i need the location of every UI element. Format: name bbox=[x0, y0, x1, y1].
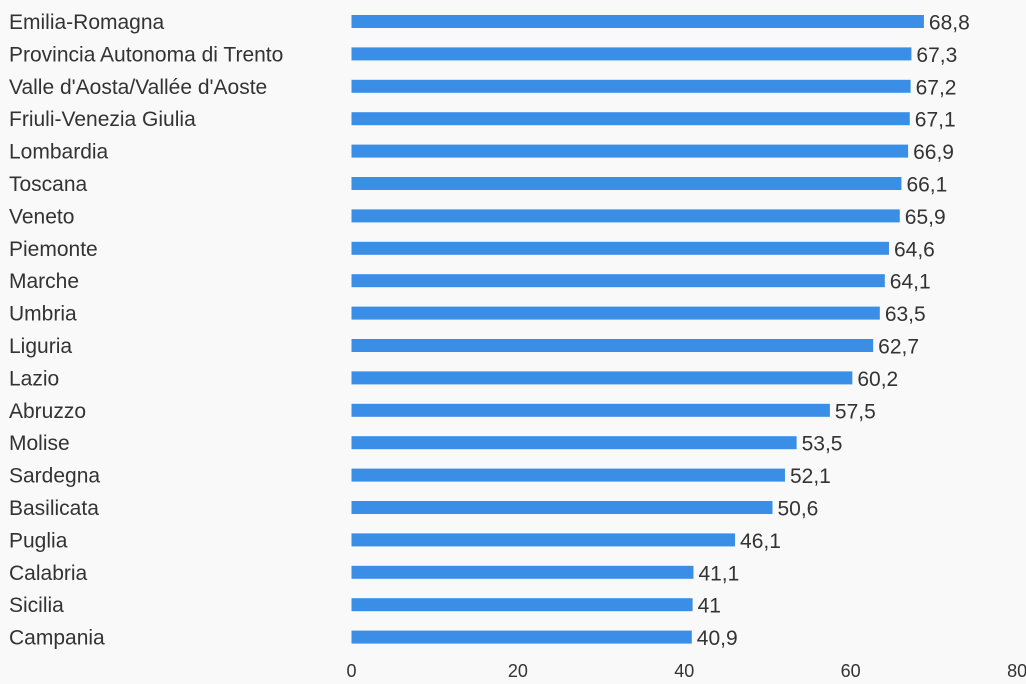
category-label: Veneto bbox=[9, 205, 74, 228]
category-label: Sicilia bbox=[9, 594, 64, 617]
value-label: 67,3 bbox=[916, 44, 957, 67]
bar bbox=[351, 306, 880, 320]
category-label: Basilicata bbox=[9, 497, 99, 520]
x-tick-label: 0 bbox=[346, 661, 356, 681]
value-label: 60,2 bbox=[857, 368, 898, 391]
category-label: Valle d'Aosta/Vallée d'Aoste bbox=[9, 76, 267, 99]
category-label: Umbria bbox=[9, 303, 77, 326]
value-label: 62,7 bbox=[878, 336, 919, 359]
value-label: 46,1 bbox=[740, 530, 781, 553]
value-label: 67,2 bbox=[916, 76, 957, 99]
category-label: Campania bbox=[9, 627, 105, 650]
category-label: Friuli-Venezia Giulia bbox=[9, 108, 196, 131]
value-label: 50,6 bbox=[777, 498, 818, 521]
category-label: Lazio bbox=[9, 367, 59, 390]
bar bbox=[351, 468, 785, 482]
value-label: 67,1 bbox=[915, 109, 956, 132]
bar bbox=[351, 436, 797, 450]
x-tick-label: 60 bbox=[841, 661, 861, 681]
bar bbox=[351, 565, 694, 579]
category-label: Piemonte bbox=[9, 238, 98, 261]
bar bbox=[351, 533, 736, 547]
category-label: Liguria bbox=[9, 335, 72, 358]
value-label: 40,9 bbox=[697, 627, 738, 650]
value-label: 64,1 bbox=[890, 271, 931, 294]
category-label: Abruzzo bbox=[9, 400, 86, 423]
bar bbox=[351, 241, 889, 255]
x-axis-ticks: 0 20 40 60 80 bbox=[346, 661, 1026, 681]
x-tick-label: 20 bbox=[508, 661, 528, 681]
bar bbox=[351, 371, 853, 385]
bar bbox=[351, 177, 902, 190]
bar bbox=[351, 79, 911, 93]
value-label: 66,1 bbox=[906, 174, 947, 197]
bar bbox=[351, 112, 910, 126]
bar bbox=[351, 501, 773, 514]
value-label: 53,5 bbox=[802, 433, 843, 456]
category-label: Sardegna bbox=[9, 465, 100, 488]
category-label: Toscana bbox=[9, 173, 88, 196]
bar bbox=[351, 15, 924, 28]
bar bbox=[351, 47, 912, 61]
category-label: Marche bbox=[9, 270, 79, 293]
bar bbox=[351, 339, 874, 352]
category-labels: Emilia-Romagna Provincia Autonoma di Tren… bbox=[9, 11, 283, 650]
value-label: 64,6 bbox=[894, 238, 935, 261]
value-labels: 68,8 67,3 67,2 67,1 66,9 66,1 65,9 64,6 64,1 63,5… bbox=[697, 12, 970, 651]
category-label: Emilia-Romagna bbox=[9, 11, 165, 34]
value-label: 41,1 bbox=[698, 562, 739, 585]
bar bbox=[351, 274, 885, 288]
value-label: 66,9 bbox=[913, 141, 954, 164]
bar bbox=[351, 598, 693, 612]
value-label: 68,8 bbox=[929, 12, 970, 35]
bar bbox=[351, 209, 900, 223]
bar bbox=[351, 403, 830, 417]
category-label: Puglia bbox=[9, 529, 68, 552]
value-label: 52,1 bbox=[790, 465, 831, 488]
value-label: 41 bbox=[698, 595, 721, 618]
bar bbox=[351, 630, 692, 644]
category-label: Calabria bbox=[9, 562, 88, 585]
value-label: 63,5 bbox=[885, 303, 926, 326]
value-label: 65,9 bbox=[905, 206, 946, 229]
category-label: Molise bbox=[9, 432, 70, 455]
category-label: Lombardia bbox=[9, 141, 109, 164]
x-tick-label: 80 bbox=[1007, 661, 1026, 681]
bars bbox=[351, 15, 924, 644]
x-tick-label: 40 bbox=[674, 661, 694, 681]
value-label: 57,5 bbox=[835, 400, 876, 423]
bar bbox=[351, 144, 909, 158]
category-label: Provincia Autonoma di Trento bbox=[9, 43, 283, 66]
